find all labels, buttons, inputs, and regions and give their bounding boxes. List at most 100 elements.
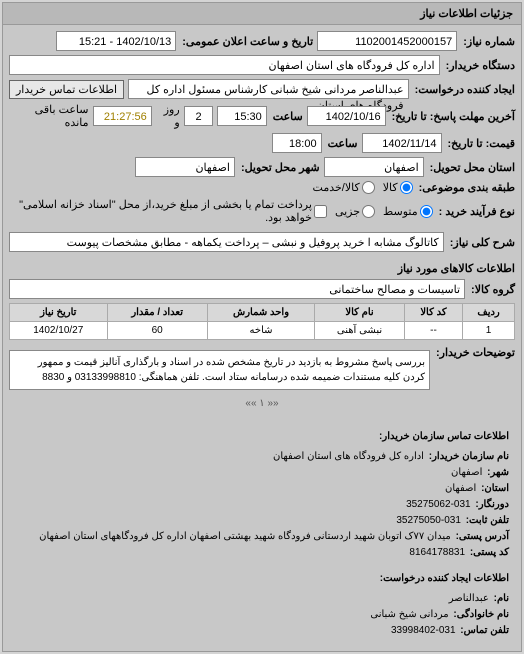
- deadline-label: آخرین مهلت پاسخ: تا تاریخ:: [392, 110, 515, 123]
- purchase-omde-check[interactable]: [314, 205, 327, 218]
- postal-value: 8164178831: [409, 547, 465, 558]
- offer-date-field: 1402/11/14: [362, 133, 442, 153]
- fax-label: دورنگار:: [475, 499, 509, 510]
- buyer-org-label: دستگاه خریدار:: [446, 59, 515, 72]
- postal-label: کد پستی:: [470, 547, 509, 558]
- budget-kala-label[interactable]: کالا: [383, 181, 413, 194]
- purchase-jozei-label[interactable]: جزیی: [335, 205, 375, 218]
- budget-kala-radio[interactable]: [400, 181, 413, 194]
- td-code: --: [404, 322, 462, 340]
- contact-title: اطلاعات تماس سازمان خریدار:: [15, 425, 509, 449]
- table-header-row: ردیف کد کالا نام کالا واحد شمارش تعداد /…: [10, 304, 515, 322]
- purchase-motevasset-radio[interactable]: [420, 205, 433, 218]
- th-code: کد کالا: [404, 304, 462, 322]
- fax-row: دورنگار: 031-35275062: [15, 497, 509, 513]
- purchase-radio-group: متوسط جزیی پرداخت تمام یا بخشی از مبلغ خ…: [9, 198, 433, 224]
- purchase-jozei-text: جزیی: [335, 205, 360, 218]
- purchase-motevasset-text: متوسط: [383, 205, 418, 218]
- lastname-label: نام خانوادگی:: [453, 609, 509, 620]
- budget-khadamat-radio[interactable]: [362, 181, 375, 194]
- address-label: آدرس پستی:: [456, 531, 509, 542]
- deadline-time-field: 15:30: [217, 106, 266, 126]
- time-label-1: ساعت: [273, 110, 303, 123]
- remaining-time-field: 21:27:56: [93, 106, 152, 126]
- address-row: آدرس پستی: میدان ۷۷ک اتوبان شهید اردستان…: [15, 529, 509, 545]
- th-date: تاریخ نیاز: [10, 304, 108, 322]
- td-date: 1402/10/27: [10, 322, 108, 340]
- purchase-jozei-radio[interactable]: [362, 205, 375, 218]
- row-desc: توضیحات خریدار: بررسی پاسخ مشروط به بازد…: [9, 346, 515, 390]
- budget-khadamat-text: کالا/خدمت: [313, 181, 360, 194]
- subject-label: شرح کلی نیاز:: [450, 236, 515, 249]
- delivery-province-field: اصفهان: [324, 157, 424, 177]
- province-row: استان: اصفهان: [15, 481, 509, 497]
- city-value: اصفهان: [451, 467, 482, 478]
- contact-phone-value: 031-33998402: [391, 625, 456, 636]
- budget-khadamat-label[interactable]: کالا/خدمت: [313, 181, 375, 194]
- remaining-time-label: ساعت باقی مانده: [9, 103, 89, 129]
- name-value: عبدالناصر: [449, 593, 489, 604]
- request-number-field: 1102001452000157: [317, 31, 457, 51]
- province-label: استان:: [481, 483, 509, 494]
- time-label-2: ساعت: [328, 137, 358, 150]
- row-offer-deadline: قیمت: تا تاریخ: 1402/11/14 ساعت 18:00: [9, 133, 515, 153]
- goods-table: ردیف کد کالا نام کالا واحد شمارش تعداد /…: [9, 303, 515, 340]
- phone-value: 031-35275050: [396, 515, 461, 526]
- remaining-days-field: 2: [184, 106, 214, 126]
- td-name: نبشی آهنی: [315, 322, 405, 340]
- row-deadline: آخرین مهلت پاسخ: تا تاریخ: 1402/10/16 سا…: [9, 103, 515, 129]
- request-number-label: شماره نیاز:: [463, 35, 515, 48]
- remaining-days-label: روز و: [156, 103, 180, 129]
- lastname-row: نام خانوادگی: مردانی شیخ شبانی: [15, 607, 509, 623]
- budget-label: طبقه بندی موضوعی:: [419, 181, 515, 194]
- purchase-omde-text: پرداخت تمام یا بخشی از مبلغ خرید،از محل …: [9, 198, 312, 224]
- row-subject: شرح کلی نیاز: کاتالوگ مشابه ا خرید پروفی…: [9, 232, 515, 252]
- city-row: شهر: اصفهان: [15, 465, 509, 481]
- phone-row: تلفن ثابت: 031-35275050: [15, 513, 509, 529]
- contact-button[interactable]: اطلاعات تماس خریدار: [9, 80, 124, 99]
- buyer-org-field: اداره کل فرودگاه های استان اصفهان: [9, 55, 440, 75]
- contact-phone-label: تلفن تماس:: [460, 625, 509, 636]
- pagination[interactable]: «« ۱ »»: [9, 394, 515, 413]
- td-qty: 60: [107, 322, 207, 340]
- purchase-type-label: نوع فرآیند خرید :: [439, 205, 515, 218]
- th-qty: تعداد / مقدار: [107, 304, 207, 322]
- subject-field: کاتالوگ مشابه ا خرید پروفیل و نبشی – پرد…: [9, 232, 444, 252]
- org-name-row: نام سازمان خریدار: اداره کل فرودگاه های …: [15, 449, 509, 465]
- panel-body: شماره نیاز: 1102001452000157 تاریخ و ساع…: [3, 25, 521, 651]
- th-name: نام کالا: [315, 304, 405, 322]
- row-purchase-type: نوع فرآیند خرید : متوسط جزیی پرداخت تمام…: [9, 198, 515, 224]
- name-label: نام:: [494, 593, 509, 604]
- desc-label: توضیحات خریدار:: [436, 346, 515, 359]
- phone-label: تلفن ثابت:: [466, 515, 509, 526]
- name-row: نام: عبدالناصر: [15, 591, 509, 607]
- delivery-city-label: شهر محل تحویل:: [241, 161, 320, 174]
- org-name-label: نام سازمان خریدار:: [429, 451, 509, 462]
- deadline-date-field: 1402/10/16: [307, 106, 386, 126]
- purchase-motevasset-label[interactable]: متوسط: [383, 205, 433, 218]
- budget-radio-group: کالا کالا/خدمت: [313, 181, 413, 194]
- budget-kala-text: کالا: [383, 181, 398, 194]
- row-delivery: استان محل تحویل: اصفهان شهر محل تحویل: ا…: [9, 157, 515, 177]
- purchase-omde-label[interactable]: پرداخت تمام یا بخشی از مبلغ خرید،از محل …: [9, 198, 327, 224]
- announce-field: 1402/10/13 - 15:21: [56, 31, 176, 51]
- panel-title: جزئیات اطلاعات نیاز: [3, 3, 521, 25]
- th-unit: واحد شمارش: [207, 304, 314, 322]
- lastname-value: مردانی شیخ شبانی: [370, 609, 448, 620]
- row-requester: ایجاد کننده درخواست: عبدالناصر مردانی شی…: [9, 79, 515, 99]
- group-label: گروه کالا:: [471, 283, 515, 296]
- offer-deadline-label: قیمت: تا تاریخ:: [448, 137, 515, 150]
- offer-time-field: 18:00: [272, 133, 322, 153]
- city-label: شهر:: [487, 467, 509, 478]
- th-row: ردیف: [463, 304, 515, 322]
- delivery-city-field: اصفهان: [135, 157, 235, 177]
- td-unit: شاخه: [207, 322, 314, 340]
- contact-section: اطلاعات تماس سازمان خریدار: نام سازمان خ…: [9, 413, 515, 645]
- requester-label: ایجاد کننده درخواست:: [415, 83, 515, 96]
- postal-row: کد پستی: 8164178831: [15, 545, 509, 561]
- req-contact-title: اطلاعات ایجاد کننده درخواست:: [15, 567, 509, 591]
- row-budget: طبقه بندی موضوعی: کالا کالا/خدمت: [9, 181, 515, 194]
- province-value: اصفهان: [445, 483, 476, 494]
- announce-label: تاریخ و ساعت اعلان عمومی:: [182, 35, 313, 48]
- goods-section-title: اطلاعات کالاهای مورد نیاز: [9, 258, 515, 279]
